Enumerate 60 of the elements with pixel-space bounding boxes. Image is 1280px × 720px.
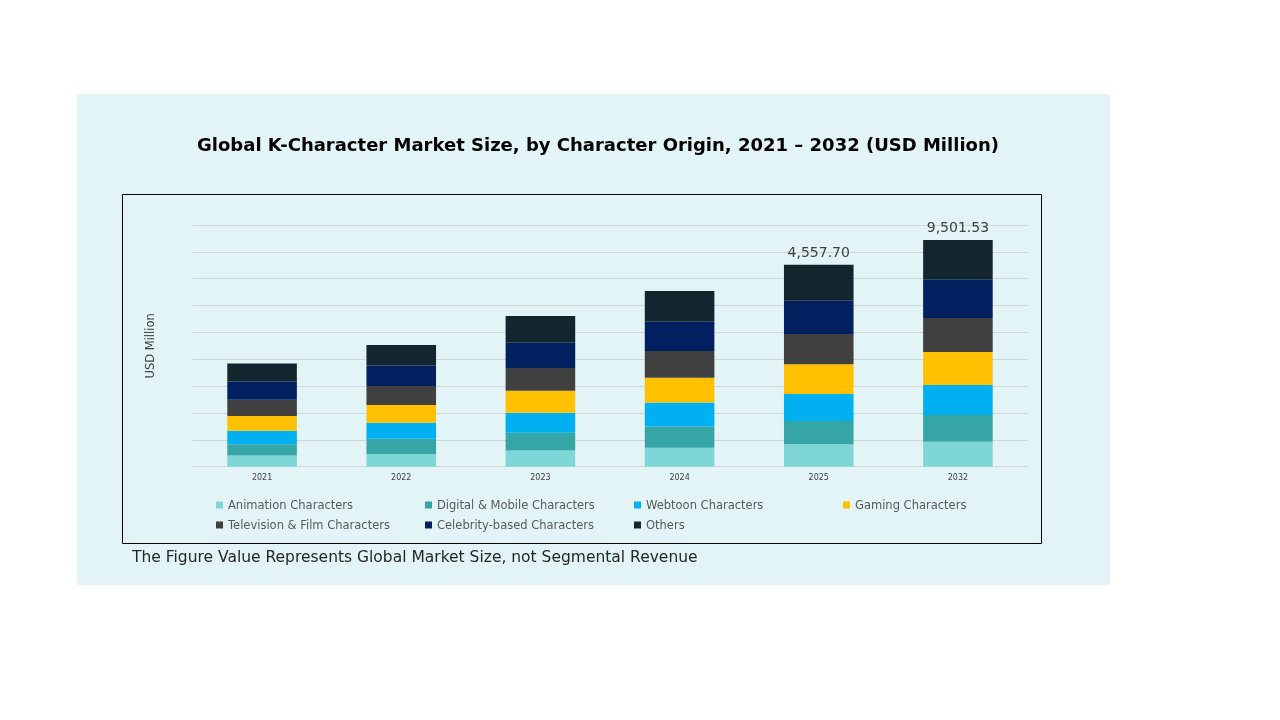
bar: [505, 315, 576, 343]
bar: [783, 420, 854, 445]
bar: [505, 390, 576, 413]
bar: [644, 402, 715, 427]
legend-label: Others: [646, 518, 685, 532]
bar: [227, 444, 297, 456]
bar: [644, 377, 715, 403]
legend-label: Gaming Characters: [855, 498, 967, 512]
bar: [227, 430, 297, 445]
bar: [227, 381, 297, 400]
bar: [923, 318, 993, 353]
x-tick-label: 2022: [391, 473, 412, 483]
x-tick-label: 2023: [530, 473, 551, 483]
legend-label: Webtoon Characters: [646, 498, 764, 512]
bar: [227, 363, 297, 382]
legend-label: Celebrity-based Characters: [437, 518, 594, 532]
bar: [923, 279, 993, 319]
x-tick-label: 2025: [808, 473, 829, 483]
x-tick-label: 2024: [669, 473, 690, 483]
bar: [227, 399, 297, 416]
bar: [783, 364, 854, 394]
bar: [644, 321, 715, 351]
legend-label: Digital & Mobile Characters: [437, 498, 595, 512]
bar: [923, 240, 993, 280]
bar: [923, 415, 993, 442]
bar: [366, 422, 437, 439]
bar: [505, 412, 576, 433]
legend-label: Television & Film Characters: [227, 518, 391, 532]
bar: [783, 300, 854, 334]
annotation: 4,557.70: [787, 243, 850, 260]
bar: [644, 447, 715, 467]
bar: [505, 432, 576, 451]
x-tick-label: 2032: [947, 473, 969, 483]
bar: [366, 365, 437, 387]
bar: [227, 455, 297, 467]
text: The Figure Value Represents Global Market Size, not Segmental Revenue: [131, 548, 698, 566]
y-axis-title: USD Million: [142, 313, 157, 379]
chart-title: Global K-Character Market Size, by Character Origin, 2021 – 2032 (USD Million): [197, 133, 999, 155]
bar: [366, 386, 437, 406]
bar: [366, 454, 437, 467]
bar: [783, 444, 854, 467]
bar: [783, 264, 854, 301]
bar: [505, 368, 576, 391]
bar: [644, 291, 715, 322]
bar: [783, 393, 854, 421]
annotation: 9,501.53: [926, 219, 990, 236]
bar: [366, 345, 437, 366]
bar: [644, 350, 715, 378]
legend-label: Animation Characters: [228, 498, 354, 512]
bar: [923, 352, 993, 386]
bar: [366, 438, 437, 455]
bar: [505, 342, 576, 369]
bar: [505, 450, 576, 467]
bar: [783, 333, 854, 365]
bar: [227, 415, 297, 431]
x-tick-label: 2021: [251, 473, 273, 483]
bar: [644, 426, 715, 448]
bar: [923, 441, 993, 467]
bar: [366, 405, 437, 423]
bar: [923, 385, 993, 416]
